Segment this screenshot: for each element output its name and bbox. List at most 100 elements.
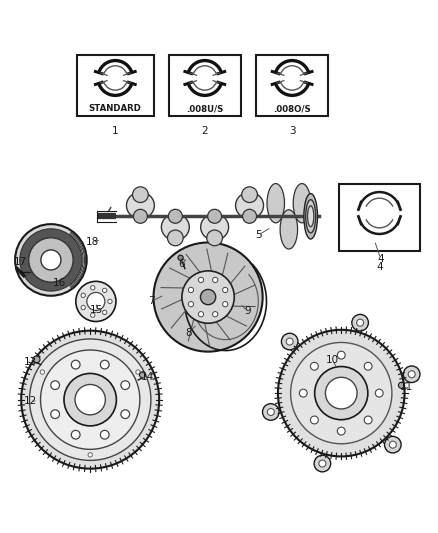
Ellipse shape	[307, 206, 314, 227]
Circle shape	[108, 299, 112, 304]
Circle shape	[75, 384, 106, 415]
Text: 4: 4	[376, 262, 383, 272]
Circle shape	[208, 209, 222, 223]
Circle shape	[71, 360, 80, 369]
Circle shape	[188, 287, 194, 293]
Circle shape	[290, 343, 392, 444]
Circle shape	[102, 310, 107, 314]
Ellipse shape	[201, 214, 229, 240]
Circle shape	[375, 389, 383, 397]
Text: .008U/S: .008U/S	[186, 104, 223, 113]
Text: 3: 3	[289, 126, 296, 136]
Ellipse shape	[161, 214, 189, 240]
Circle shape	[207, 230, 223, 246]
Circle shape	[337, 427, 345, 435]
Circle shape	[140, 372, 146, 378]
Text: 8: 8	[185, 328, 192, 338]
Circle shape	[212, 277, 218, 282]
Circle shape	[51, 381, 60, 390]
Circle shape	[403, 366, 420, 383]
Circle shape	[357, 319, 364, 326]
Text: 16: 16	[53, 278, 66, 288]
Circle shape	[81, 293, 85, 297]
Text: 18: 18	[86, 238, 99, 247]
Text: 10: 10	[326, 356, 339, 365]
Circle shape	[198, 312, 204, 317]
Text: 6: 6	[179, 260, 185, 269]
Text: 15: 15	[90, 305, 103, 315]
Circle shape	[299, 389, 307, 397]
Text: 1: 1	[112, 126, 119, 136]
Text: 17: 17	[14, 257, 27, 267]
Circle shape	[314, 367, 368, 419]
Text: 9: 9	[244, 306, 251, 316]
Circle shape	[153, 243, 263, 352]
Circle shape	[20, 229, 82, 291]
Circle shape	[311, 362, 318, 370]
Text: 4: 4	[377, 254, 384, 264]
Circle shape	[399, 382, 405, 389]
Circle shape	[41, 250, 61, 270]
Circle shape	[182, 271, 234, 323]
Circle shape	[33, 356, 40, 363]
Text: 12: 12	[24, 396, 37, 406]
Text: 13: 13	[24, 357, 37, 367]
Circle shape	[21, 330, 159, 469]
Text: .008O/S: .008O/S	[273, 104, 311, 113]
Ellipse shape	[236, 192, 264, 219]
Circle shape	[167, 230, 183, 246]
Circle shape	[134, 209, 148, 223]
Circle shape	[385, 437, 401, 453]
Circle shape	[71, 430, 80, 439]
Circle shape	[91, 313, 95, 317]
Ellipse shape	[280, 210, 297, 249]
Circle shape	[121, 381, 130, 390]
Circle shape	[267, 408, 274, 416]
Circle shape	[319, 460, 326, 467]
Ellipse shape	[304, 193, 318, 239]
Circle shape	[262, 403, 279, 421]
Circle shape	[136, 370, 140, 374]
Circle shape	[29, 339, 151, 461]
Ellipse shape	[306, 200, 316, 233]
Circle shape	[314, 455, 331, 472]
Circle shape	[188, 302, 194, 307]
Circle shape	[242, 187, 258, 203]
Circle shape	[364, 416, 372, 424]
Circle shape	[41, 350, 140, 449]
Circle shape	[91, 286, 95, 290]
Text: 11: 11	[400, 382, 413, 392]
Circle shape	[87, 293, 105, 310]
Circle shape	[29, 238, 73, 282]
Circle shape	[243, 209, 257, 223]
Circle shape	[102, 288, 107, 293]
Circle shape	[168, 209, 182, 223]
Circle shape	[100, 430, 109, 439]
Ellipse shape	[127, 192, 154, 219]
Circle shape	[389, 441, 396, 448]
Circle shape	[212, 312, 218, 317]
Circle shape	[278, 330, 405, 456]
Circle shape	[223, 302, 228, 307]
Circle shape	[286, 338, 293, 345]
Circle shape	[223, 287, 228, 293]
Circle shape	[121, 410, 130, 418]
Circle shape	[198, 277, 204, 282]
Circle shape	[364, 362, 372, 370]
Bar	[77, 55, 153, 116]
Circle shape	[51, 410, 60, 418]
Circle shape	[64, 374, 117, 426]
Circle shape	[352, 314, 368, 331]
Circle shape	[408, 371, 415, 378]
Text: 14: 14	[140, 372, 154, 382]
Circle shape	[311, 416, 318, 424]
Circle shape	[81, 305, 85, 310]
Ellipse shape	[293, 183, 311, 223]
Bar	[256, 55, 328, 116]
Circle shape	[40, 370, 45, 374]
Bar	[169, 55, 241, 116]
Circle shape	[281, 333, 298, 350]
Text: 2: 2	[201, 126, 208, 136]
Circle shape	[325, 377, 357, 409]
Text: STANDARD: STANDARD	[89, 104, 142, 113]
